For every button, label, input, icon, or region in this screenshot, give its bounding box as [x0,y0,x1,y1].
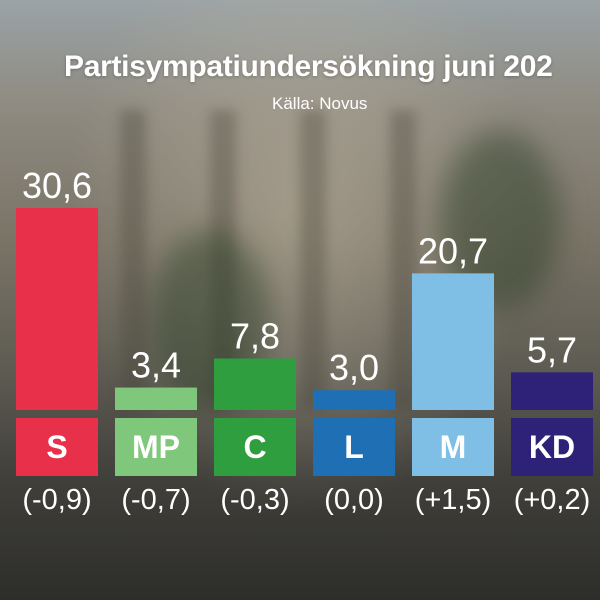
bar-mp [115,387,197,410]
party-label-m: M [440,429,467,465]
change-label-mp: (-0,7) [121,484,190,516]
change-label-m: (+1,5) [415,484,492,516]
value-label-mp: 3,4 [131,345,181,386]
value-label-kd: 5,7 [527,329,577,370]
party-label-kd: KD [529,429,575,465]
change-label-c: (-0,3) [220,484,289,516]
bar-l [313,390,395,410]
party-label-s: S [46,429,67,465]
value-label-l: 3,0 [329,347,379,388]
party-box-s [16,418,98,476]
value-label-m: 20,7 [418,230,488,271]
party-label-c: C [243,429,266,465]
party-box-m [412,418,494,476]
bar-m [412,273,494,410]
party-box-mp [115,418,197,476]
bar-s [16,208,98,410]
bar-c [214,358,296,410]
bar-kd [511,372,593,410]
chart-subtitle: Källa: Novus [272,94,368,113]
party-box-kd [511,418,593,476]
party-box-c [214,418,296,476]
party-label-mp: MP [132,429,180,465]
party-box-l [313,418,395,476]
change-label-kd: (+0,2) [514,484,591,516]
change-label-l: (0,0) [324,484,384,516]
change-label-s: (-0,9) [22,484,91,516]
value-label-c: 7,8 [230,316,280,357]
value-label-s: 30,6 [22,165,92,206]
party-label-l: L [344,429,364,465]
chart-title: Partisympatiundersökning juni 202 [64,50,553,83]
